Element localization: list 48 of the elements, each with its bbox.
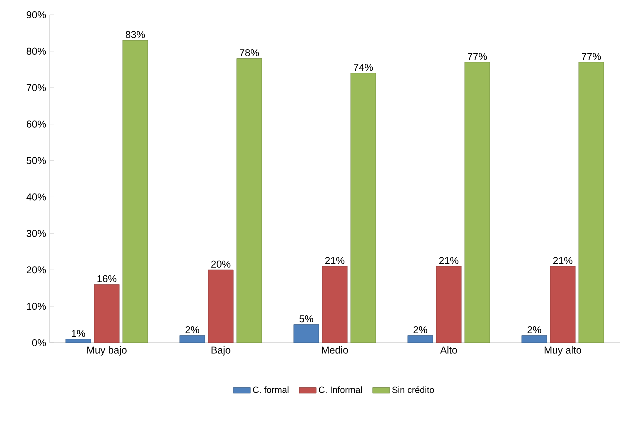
bar — [122, 40, 148, 344]
data-label: 21% — [440, 257, 459, 264]
y-tick-label: 70% — [26, 84, 46, 92]
x-tick-label: Muy alto — [544, 346, 582, 356]
y-tick-label: 50% — [26, 157, 46, 164]
legend-label: C. Informal — [319, 386, 362, 394]
data-label: 20% — [212, 260, 231, 268]
y-tick-label: 20% — [26, 266, 46, 274]
y-tick-label: 40% — [26, 194, 46, 201]
bar — [464, 62, 490, 344]
bar — [322, 266, 348, 344]
x-tick-label: Bajo — [212, 346, 231, 356]
legend-label: Sin crédito — [392, 386, 434, 394]
data-label: 2% — [186, 326, 200, 334]
data-label: 21% — [326, 257, 345, 264]
y-tick-label: 10% — [27, 303, 46, 310]
data-label: 2% — [414, 326, 428, 334]
bar — [522, 336, 548, 344]
y-tick-label: 30% — [26, 230, 46, 238]
x-tick-label: Alto — [440, 346, 458, 354]
legend-label: C. formal — [253, 386, 289, 394]
y-tick-label: 90% — [26, 11, 46, 19]
data-label: 21% — [554, 257, 573, 264]
bar — [208, 270, 234, 344]
bar — [436, 266, 462, 344]
bar — [550, 266, 576, 344]
bar — [180, 336, 206, 344]
data-label: 5% — [300, 316, 314, 323]
data-label: 77% — [582, 53, 602, 60]
bar — [294, 324, 320, 344]
data-label: 74% — [354, 64, 374, 72]
bar — [350, 73, 376, 344]
bar — [578, 62, 604, 344]
data-label: 83% — [126, 31, 146, 38]
bar — [66, 339, 92, 344]
y-tick-label: 0% — [32, 339, 46, 347]
data-label: 1% — [72, 330, 86, 338]
bar — [94, 284, 120, 344]
bar — [408, 336, 434, 344]
data-label: 77% — [468, 53, 488, 60]
data-label: 16% — [98, 275, 117, 282]
data-label: 78% — [240, 49, 260, 57]
x-tick-label: Medio — [322, 346, 348, 354]
x-tick-label: Muy bajo — [88, 346, 127, 356]
data-label: 2% — [528, 326, 542, 334]
y-tick-label: 80% — [26, 48, 46, 55]
y-tick-label: 60% — [26, 120, 46, 128]
bar — [236, 58, 262, 344]
